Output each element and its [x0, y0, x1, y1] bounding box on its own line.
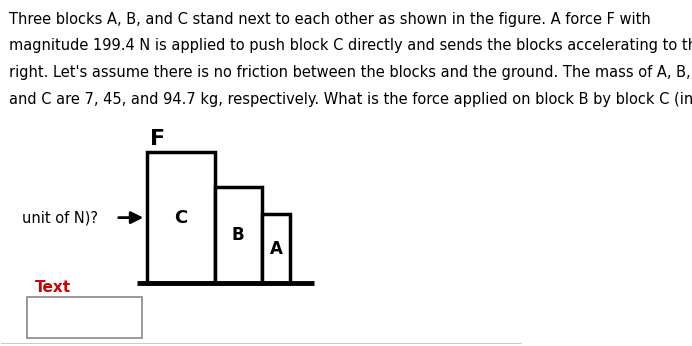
Text: A: A	[269, 239, 282, 257]
FancyBboxPatch shape	[147, 152, 215, 283]
Text: and C are 7, 45, and 94.7 kg, respectively. What is the force applied on block B: and C are 7, 45, and 94.7 kg, respective…	[9, 92, 692, 107]
Text: Three blocks A, B, and C stand next to each other as shown in the figure. A forc: Three blocks A, B, and C stand next to e…	[9, 12, 651, 27]
Text: unit of N)?: unit of N)?	[22, 210, 98, 225]
FancyBboxPatch shape	[262, 214, 290, 283]
Text: right. Let's assume there is no friction between the blocks and the ground. The : right. Let's assume there is no friction…	[9, 65, 691, 80]
FancyBboxPatch shape	[215, 187, 262, 283]
Text: B: B	[232, 226, 244, 244]
Text: C: C	[174, 209, 188, 227]
Text: magnitude 199.4 N is applied to push block C directly and sends the blocks accel: magnitude 199.4 N is applied to push blo…	[9, 38, 692, 53]
Text: Text: Text	[35, 280, 71, 295]
FancyBboxPatch shape	[28, 297, 142, 338]
Text: F: F	[149, 129, 165, 149]
